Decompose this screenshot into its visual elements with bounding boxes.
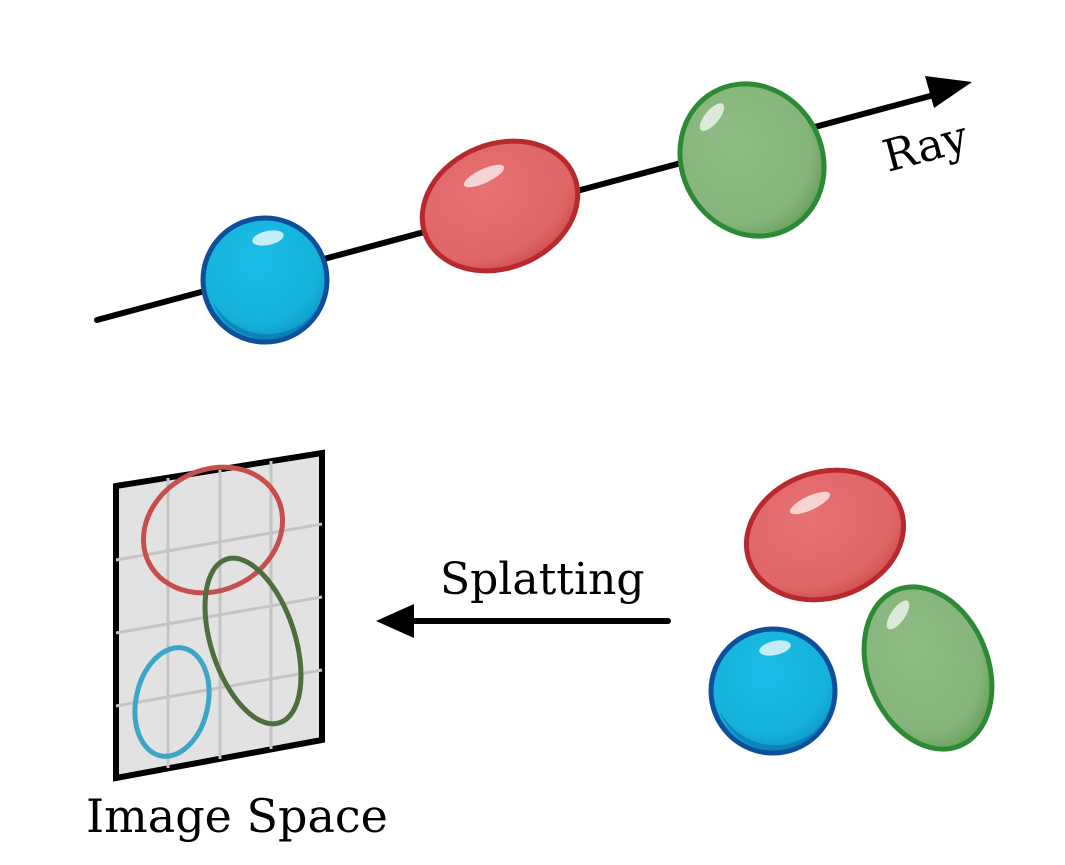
splatting-arrow: Splatting	[376, 554, 671, 638]
projected-green-ellipse	[202, 555, 304, 727]
ray-section: Ray	[94, 76, 974, 345]
image-space-plane: Image Space	[86, 449, 388, 843]
projected-blue-ellipse	[132, 645, 212, 759]
red-gaussian-cluster	[743, 467, 907, 603]
projected-red-ellipse	[140, 464, 286, 596]
ray-label: Ray	[878, 111, 974, 182]
image-plane-grid	[115, 461, 323, 768]
blue-gaussian-cluster	[708, 626, 838, 756]
ray-arrowhead	[925, 76, 972, 108]
gaussian-cluster	[708, 467, 995, 756]
red-gaussian-ray	[419, 138, 581, 274]
green-gaussian-ray	[677, 81, 827, 239]
image-space-label: Image Space	[86, 789, 388, 843]
green-gaussian-cluster	[861, 584, 995, 752]
splatting-label: Splatting	[440, 554, 645, 605]
blue-gaussian-ray	[200, 215, 330, 345]
